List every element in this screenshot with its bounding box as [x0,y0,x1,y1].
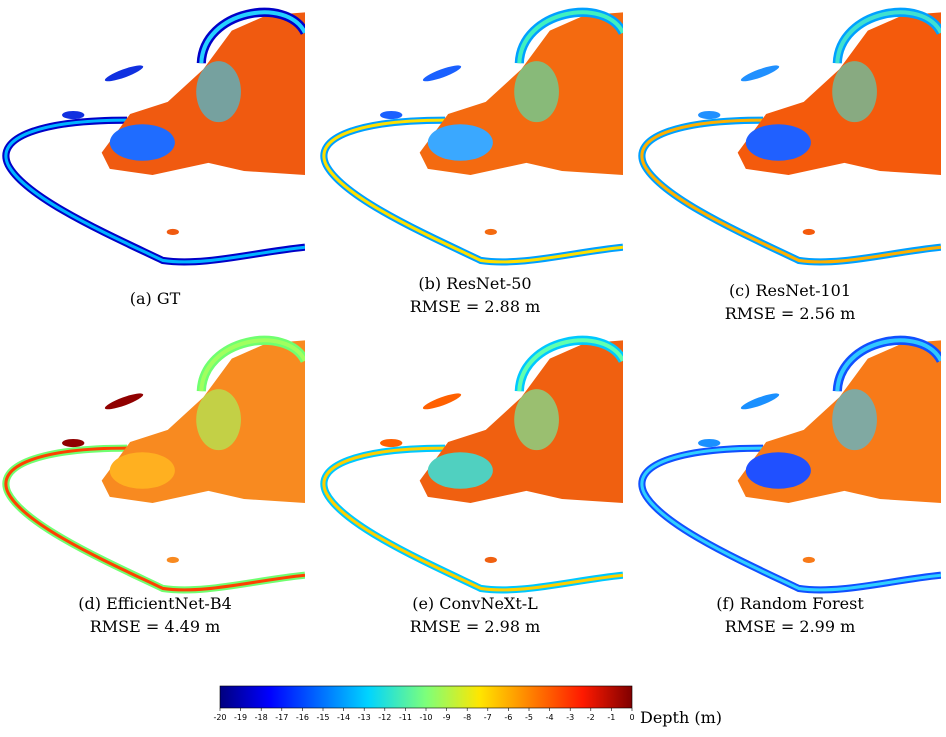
tick-label: -8 [463,713,471,722]
tick-label: -9 [443,713,451,722]
panel-label: (f) Random Forest [716,594,864,613]
depth-map [323,12,623,262]
tick-label: -11 [399,713,412,722]
panel-label: (a) GT [130,289,181,308]
colorbar-label: Depth (m) [640,708,722,727]
tick-label: -5 [525,713,533,722]
panel-metric: RMSE = 2.99 m [725,617,856,636]
tick-label: -10 [419,713,432,722]
panel-metric: RMSE = 2.88 m [410,297,541,316]
tick-label: -15 [316,713,329,722]
depth-map [323,340,623,590]
tick-label: -16 [296,713,309,722]
depth-map [641,12,941,262]
tick-label: -3 [566,713,574,722]
tick-label: -7 [484,713,492,722]
panel-label: (c) ResNet-101 [729,281,851,300]
depth-map [641,340,941,590]
panel-metric: RMSE = 4.49 m [90,617,221,636]
tick-label: 0 [629,713,634,722]
depth-map [5,340,305,590]
colorbar [219,685,633,709]
tick-label: -2 [587,713,595,722]
colorbar-ticks: -20 -19 -18 -17 -16 -15 -14 -13 -12 -11 -10 -9 -8 -7-… [213,708,635,722]
panel-label: (d) EfficientNet-B4 [78,594,232,613]
captions: (a) GT (b) ResNet-50 RMSE = 2.88 m (c) ResN… [78,274,864,636]
tick-label: -14 [337,713,350,722]
tick-label: -13 [358,713,371,722]
panel-metric: RMSE = 2.98 m [410,617,541,636]
tick-label: -17 [275,713,288,722]
tick-label: -6 [504,713,512,722]
tick-label: -4 [546,713,554,722]
depth-map [5,12,305,262]
tick-label: -19 [234,713,247,722]
tick-label: -12 [378,713,391,722]
tick-label: -20 [213,713,226,722]
tick-label: -1 [607,713,615,722]
panel-label: (b) ResNet-50 [418,274,531,293]
panel-metric: RMSE = 2.56 m [725,304,856,323]
panel-label: (e) ConvNeXt-L [412,594,538,613]
tick-label: -18 [255,713,268,722]
